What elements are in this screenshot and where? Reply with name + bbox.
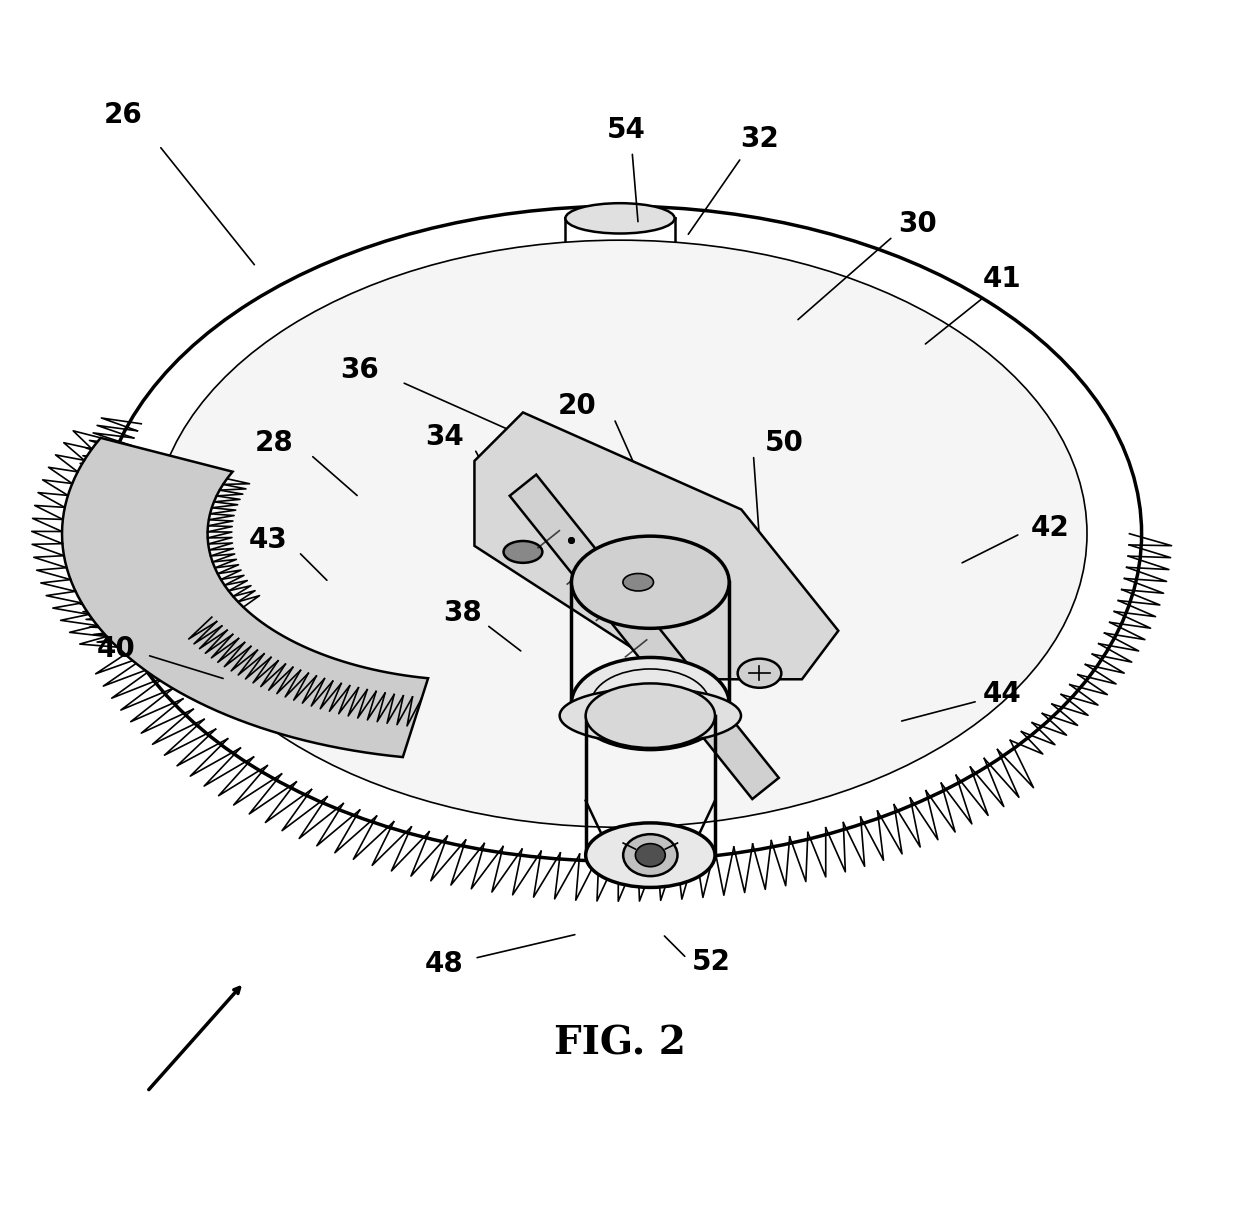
Ellipse shape [738, 659, 781, 688]
Text: 34: 34 [425, 422, 464, 451]
Text: 54: 54 [606, 115, 646, 144]
Ellipse shape [503, 541, 542, 563]
Text: 38: 38 [443, 598, 481, 627]
Text: 26: 26 [103, 101, 143, 130]
Ellipse shape [585, 822, 715, 888]
Text: 52: 52 [692, 947, 730, 976]
Text: 42: 42 [1032, 513, 1070, 542]
Ellipse shape [572, 536, 729, 628]
Ellipse shape [585, 683, 715, 748]
Text: FIG. 2: FIG. 2 [554, 1024, 686, 1063]
Ellipse shape [635, 843, 665, 867]
Ellipse shape [624, 835, 677, 876]
Text: 20: 20 [558, 392, 596, 421]
Ellipse shape [565, 204, 675, 234]
Ellipse shape [572, 657, 729, 750]
Text: 32: 32 [740, 125, 779, 154]
Polygon shape [510, 474, 779, 799]
Text: 30: 30 [898, 210, 936, 239]
Text: 50: 50 [764, 428, 804, 457]
Ellipse shape [622, 574, 653, 591]
Ellipse shape [634, 539, 667, 558]
Ellipse shape [604, 563, 672, 602]
Text: 43: 43 [249, 525, 288, 554]
Polygon shape [62, 438, 428, 757]
Text: 48: 48 [425, 950, 464, 979]
Ellipse shape [153, 240, 1087, 827]
Polygon shape [475, 412, 838, 679]
Text: 36: 36 [340, 355, 378, 385]
Ellipse shape [559, 688, 742, 744]
Text: 46: 46 [698, 634, 737, 664]
Text: 28: 28 [255, 428, 294, 457]
Text: 40: 40 [97, 634, 136, 664]
Text: 41: 41 [983, 264, 1022, 294]
Text: 44: 44 [983, 679, 1022, 708]
